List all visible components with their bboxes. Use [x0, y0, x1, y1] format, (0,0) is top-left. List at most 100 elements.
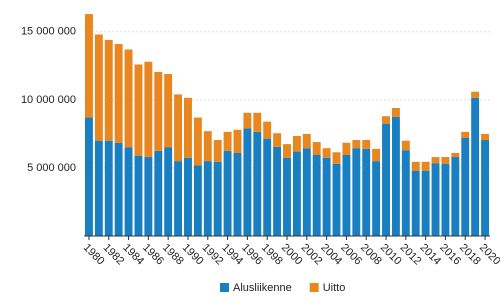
bar-segment	[352, 148, 361, 236]
bar-segment	[451, 152, 460, 158]
bar-segment	[213, 161, 222, 236]
bar-segment	[104, 140, 113, 236]
bar-segment	[372, 161, 381, 236]
x-tick-label: 2016	[437, 242, 463, 268]
bar-segment	[124, 49, 133, 148]
bar-segment	[273, 133, 282, 147]
bar-segment	[263, 138, 272, 236]
bar-segment	[233, 129, 242, 153]
x-tick-label: 2010	[378, 242, 404, 268]
bar-segment	[431, 157, 440, 164]
bar-segment	[471, 91, 480, 98]
bar-segment	[184, 157, 192, 236]
x-tick-label: 2020	[477, 242, 500, 268]
bar-segment	[164, 73, 173, 148]
bar-segment	[134, 155, 143, 236]
x-tick-label: 2008	[358, 242, 384, 268]
bar-segment	[401, 140, 410, 151]
bar-segment	[391, 116, 400, 236]
x-tick-label: 1982	[101, 242, 127, 268]
bar-segment	[124, 147, 133, 236]
bar-segment	[352, 140, 361, 149]
bar-segment	[302, 133, 311, 149]
y-tick-label: 15 000 000	[21, 26, 76, 38]
bar-segment	[362, 140, 371, 149]
bar-segment	[322, 148, 331, 158]
bar-segment	[243, 112, 252, 129]
bar-segment	[243, 128, 252, 236]
bar-segment	[154, 150, 163, 236]
x-tick-label: 2002	[299, 242, 325, 268]
bar-segment	[411, 161, 420, 171]
bar-segment	[322, 157, 331, 236]
bar-segment	[441, 157, 450, 164]
x-tick-label: 2004	[318, 242, 344, 268]
bar-segment	[253, 112, 262, 132]
bar-segment	[362, 148, 371, 236]
bar-segment	[184, 97, 192, 158]
bar-segment	[431, 163, 440, 236]
bar-segment	[401, 150, 410, 236]
x-tick-label: 1986	[140, 242, 166, 268]
bar-segment	[144, 61, 153, 158]
bar-segment	[104, 39, 113, 141]
bar-segment	[481, 133, 490, 141]
bar-segment	[114, 142, 123, 236]
legend-label: Alusliikenne	[233, 282, 292, 294]
bar-segment	[253, 131, 262, 236]
bar-segment	[461, 131, 470, 138]
bar-segment	[283, 157, 291, 236]
bar-segment	[441, 163, 450, 236]
bar-segment	[94, 34, 103, 141]
x-tick-label: 1998	[259, 242, 285, 268]
bar-segment	[283, 144, 291, 158]
y-tick-label: 10 000 000	[21, 94, 76, 106]
bar-segment	[154, 71, 163, 151]
bar-segment	[193, 117, 202, 166]
x-tick-label: 1994	[219, 242, 245, 268]
bar-segment	[223, 150, 232, 236]
y-tick-label: 5 000 000	[27, 162, 76, 174]
x-tick-label: 2000	[279, 242, 305, 268]
legend-swatch	[309, 283, 319, 292]
x-tick-label: 2014	[417, 242, 443, 268]
bar-segment	[84, 117, 93, 236]
bar-segment	[203, 131, 212, 162]
bar-segment	[94, 140, 103, 236]
bar-segment	[193, 165, 202, 236]
bar-segment	[164, 147, 173, 236]
x-tick-label: 1996	[239, 242, 265, 268]
bar-segment	[421, 161, 430, 171]
bar-segment	[84, 14, 93, 118]
bar-segment	[174, 94, 183, 162]
bar-segment	[382, 123, 390, 236]
legend-label: Uitto	[323, 282, 346, 294]
bar-segment	[471, 97, 480, 236]
bar-segment	[312, 154, 321, 236]
bar-segment	[134, 64, 143, 156]
bar-segment	[273, 146, 282, 236]
bar-segment	[411, 170, 420, 236]
legend-swatch	[220, 283, 229, 292]
bar-segment	[263, 121, 272, 139]
bar-segment	[382, 116, 390, 124]
bar-segment	[203, 161, 212, 236]
bar-segment	[292, 135, 301, 152]
bar-segment	[451, 157, 460, 236]
bar-segment	[391, 108, 400, 117]
bar-segment	[312, 142, 321, 155]
bar-segment	[421, 170, 430, 236]
bar-segment	[292, 151, 301, 236]
x-tick-label: 2012	[398, 242, 424, 268]
bar-segment	[461, 137, 470, 236]
x-tick-label: 1980	[81, 242, 107, 268]
bar-segment	[302, 148, 311, 236]
bar-segment	[114, 44, 123, 143]
bar-segment	[144, 157, 153, 236]
bar-segment	[342, 142, 351, 155]
bar-segment	[213, 140, 222, 162]
x-tick-label: 2018	[457, 242, 483, 268]
bar-segment	[233, 152, 242, 236]
bar-segment	[342, 154, 351, 236]
